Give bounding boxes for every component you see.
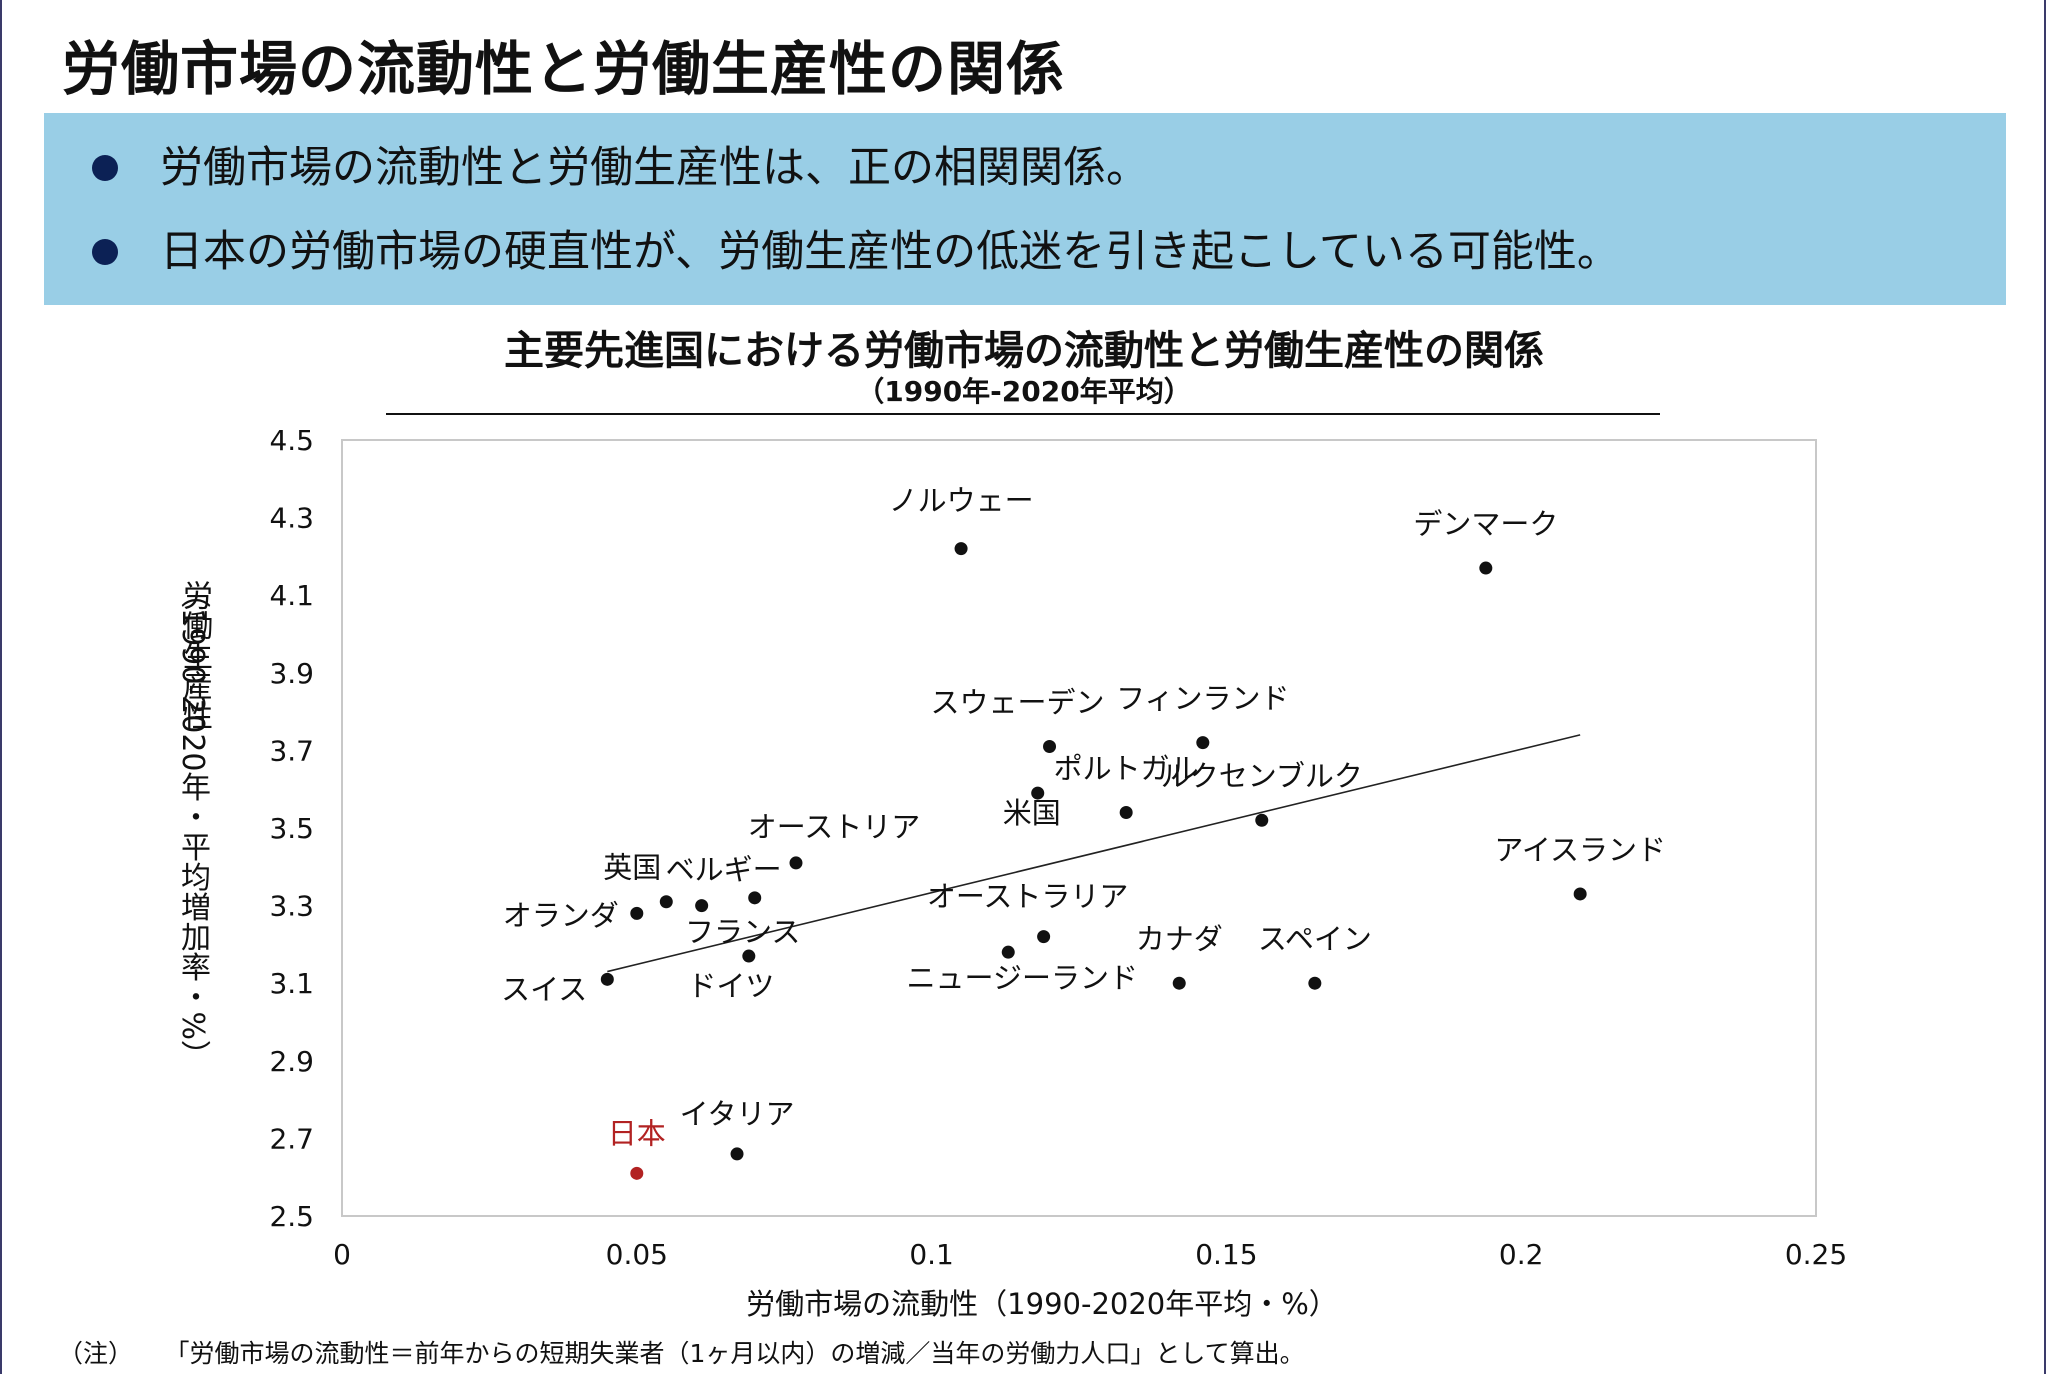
data-point — [1031, 786, 1045, 800]
y-axis-ticks: 2.5 2.7 2.9 3.1 3.3 3.5 3.7 3.9 4.1 4.3 4.5 — [269, 424, 314, 1233]
point-label: フランス — [685, 915, 800, 949]
y-tick-label: 4.5 — [269, 424, 314, 457]
y-axis-sublabel-group: （1990-2020年・平均増加率・%） — [170, 578, 214, 1070]
point-label: カナダ — [1136, 922, 1223, 956]
data-point — [1196, 736, 1210, 750]
trendline-group — [607, 734, 1581, 973]
x-tick-label: 0.1 — [909, 1238, 954, 1271]
point-label: ベルギー — [666, 853, 782, 887]
data-point — [600, 972, 614, 986]
point-label: スイス — [501, 972, 587, 1006]
point-label: ルクセンブルク — [1161, 759, 1363, 793]
data-point — [630, 1166, 644, 1180]
x-tick-label: 0.15 — [1195, 1238, 1257, 1271]
x-tick-label: 0.25 — [1785, 1238, 1847, 1271]
point-label: 日本 — [608, 1116, 666, 1150]
y-tick-label: 2.9 — [269, 1045, 314, 1078]
point-label: イタリア — [680, 1097, 795, 1131]
point-label: オーストリア — [748, 810, 921, 844]
y-tick-label: 3.1 — [269, 967, 314, 1000]
data-point — [1001, 945, 1015, 959]
point-label: スペイン — [1258, 922, 1372, 956]
chart-title: 主要先進国における労働市場の流動性と労働生産性の関係 — [504, 328, 1544, 374]
data-point — [954, 542, 968, 556]
y-tick-label: 4.3 — [269, 502, 314, 535]
point-label: デンマーク — [1413, 507, 1558, 541]
data-point — [742, 949, 756, 963]
y-tick-label: 3.5 — [269, 812, 314, 845]
x-tick-label: 0.05 — [606, 1238, 668, 1271]
point-label: ノルウェー — [889, 484, 1034, 518]
footnote-label: （注） — [58, 1339, 134, 1368]
chart-subtitle: （1990年-2020年平均） — [856, 375, 1192, 408]
point-label: 米国 — [1003, 796, 1061, 830]
data-point — [1479, 561, 1493, 575]
x-tick-label: 0.2 — [1499, 1238, 1544, 1271]
data-point — [1037, 930, 1051, 944]
data-point — [1308, 976, 1322, 990]
point-label: 英国 — [603, 851, 661, 885]
y-tick-label: 4.1 — [269, 579, 314, 612]
data-point — [1043, 740, 1057, 754]
point-label: オーストラリア — [927, 880, 1129, 914]
point-label: オランダ — [503, 898, 619, 932]
bullet-text: 労働市場の流動性と労働生産性は、正の相関関係。 — [160, 143, 1149, 193]
y-axis-label: 労働生産性 — [177, 580, 212, 730]
bullet-dot-icon — [92, 155, 118, 181]
point-label: スウェーデン — [931, 686, 1105, 720]
data-point — [659, 895, 673, 909]
trendline — [607, 734, 1581, 973]
x-tick-label: 0 — [333, 1238, 351, 1271]
y-tick-label: 2.5 — [269, 1200, 314, 1233]
bullet-dot-icon — [92, 239, 118, 265]
data-point — [1119, 805, 1133, 819]
summary-box: 労働市場の流動性と労働生産性は、正の相関関係。 日本の労働市場の硬直性が、労働生… — [44, 113, 2006, 305]
page-title: 労働市場の流動性と労働生産性の関係 — [62, 35, 1066, 103]
data-point — [630, 906, 644, 920]
y-axis-sublabel: （1990-2020年・平均増加率・%） — [175, 578, 210, 1071]
data-point — [695, 899, 709, 913]
point-label: アイスランド — [1494, 833, 1666, 867]
data-point — [730, 1147, 744, 1161]
y-tick-label: 2.7 — [269, 1122, 314, 1155]
plot-area — [341, 439, 1817, 1217]
x-axis-ticks: 0 0.05 0.1 0.15 0.2 0.25 — [333, 1238, 1847, 1271]
y-tick-label: 3.9 — [269, 657, 314, 690]
bullet-text: 日本の労働市場の硬直性が、労働生産性の低迷を引き起こしている可能性。 — [160, 227, 1620, 277]
y-tick-label: 3.7 — [269, 734, 314, 767]
point-label: ポルトガル — [1054, 751, 1199, 785]
data-point — [789, 856, 803, 870]
point-label: フィンランド — [1116, 682, 1289, 716]
footnote: （注） 「労働市場の流動性＝前年からの短期失業者（1ヶ月以内）の増減／当年の労働力… — [58, 1334, 1305, 1370]
point-label: ドイツ — [687, 969, 774, 1003]
data-point — [1255, 813, 1269, 827]
data-point — [748, 891, 762, 905]
y-axis-label-group: 労働生産性 — [172, 580, 216, 730]
point-label: ニュージーランド — [907, 961, 1138, 995]
footnote-text: 「労働市場の流動性＝前年からの短期失業者（1ヶ月以内）の増減／当年の労働力人口」… — [177, 1339, 1305, 1368]
data-point — [1573, 887, 1587, 901]
y-tick-label: 3.3 — [269, 890, 314, 923]
data-point — [1172, 976, 1186, 990]
x-axis-label: 労働市場の流動性（1990-2020年平均・%） — [746, 1287, 1338, 1321]
